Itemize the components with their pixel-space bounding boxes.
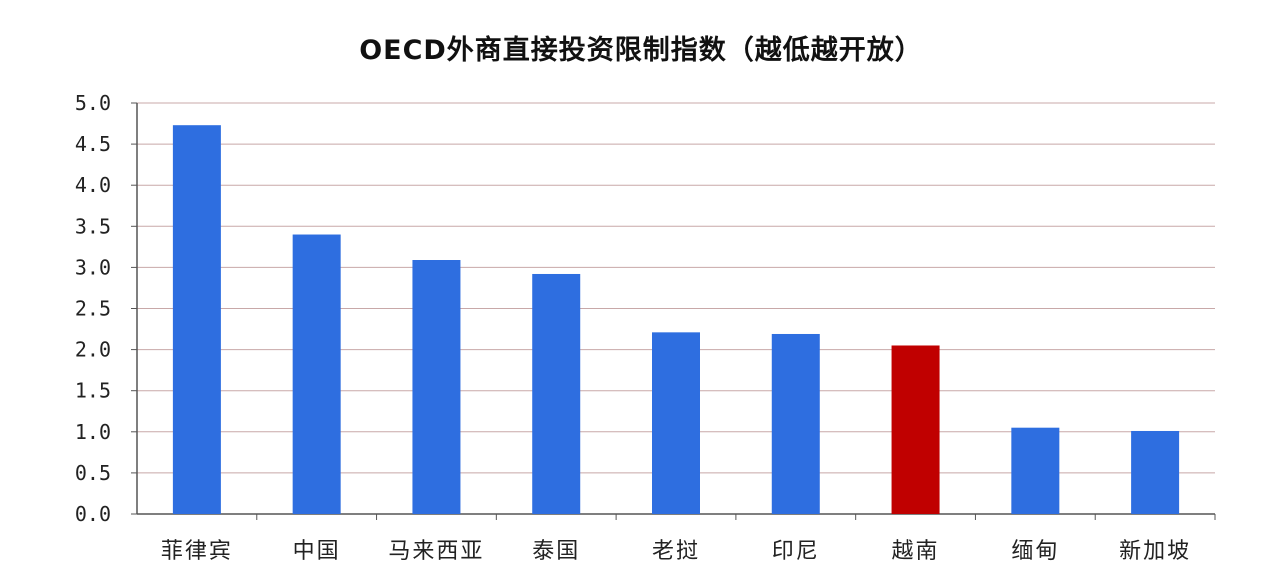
- y-tick-label: 0.5: [75, 461, 111, 485]
- x-tick-label: 老挝: [652, 539, 700, 564]
- x-tick-label: 菲律宾: [161, 539, 233, 564]
- x-tick-label: 中国: [293, 539, 341, 564]
- x-tick-label: 马来西亚: [388, 539, 484, 564]
- y-tick-label: 0.0: [75, 502, 111, 526]
- y-tick-label: 3.0: [75, 255, 111, 279]
- x-tick-label: 印尼: [772, 539, 820, 564]
- bar-9: [1131, 430, 1180, 514]
- bar-8: [1011, 427, 1060, 514]
- bar-3: [412, 260, 461, 514]
- y-tick-label: 2.0: [75, 338, 111, 362]
- bar-7: [891, 345, 940, 514]
- chart-title: OECD外商直接投资限制指数（越低越开放）: [359, 35, 923, 66]
- y-tick-label: 5.0: [75, 91, 111, 115]
- bar-5: [652, 332, 700, 514]
- y-tick-label: 2.5: [75, 297, 111, 321]
- y-tick-label: 4.0: [75, 173, 111, 197]
- x-tick-label: 泰国: [532, 539, 580, 564]
- bar-1: [172, 125, 221, 514]
- y-tick-label: 1.0: [75, 420, 111, 444]
- x-tick-label: 缅甸: [1011, 539, 1059, 564]
- y-tick-label: 1.5: [75, 379, 111, 403]
- bar-4: [532, 273, 581, 514]
- y-tick-label: 4.5: [75, 132, 111, 156]
- bar-6: [771, 333, 820, 514]
- x-tick-label: 新加坡: [1119, 539, 1191, 564]
- y-tick-label: 3.5: [75, 214, 111, 238]
- x-tick-label: 越南: [892, 539, 940, 564]
- bar-2: [292, 234, 341, 514]
